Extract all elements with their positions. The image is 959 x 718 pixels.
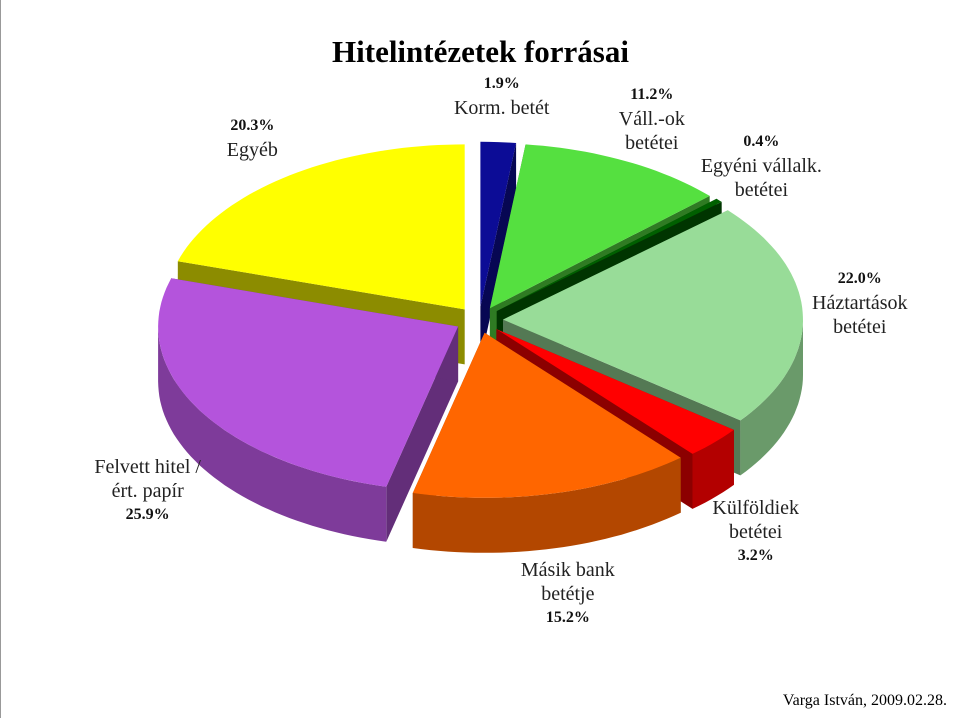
value-label: 0.4%: [743, 133, 780, 150]
slice-label: 20.3% Egyéb: [190, 114, 314, 162]
category-label: Egyéb: [226, 138, 278, 161]
slice: [480, 141, 517, 307]
value-label: 25.9%: [125, 505, 170, 523]
category-label: Korm. betét: [453, 96, 550, 119]
slice-label: 0.4% Egyéni vállalk. betétei: [699, 130, 823, 202]
slice-label: 1.9% Korm. betét: [440, 72, 564, 120]
slice-wall: [692, 429, 734, 509]
author-note: Varga István, 2009.02.28.: [782, 692, 947, 709]
slice-label: 11.2% Váll.-ok betétei: [590, 83, 714, 155]
slice: [177, 144, 465, 310]
value-label: 3.2%: [737, 547, 774, 565]
value-label: 15.2%: [545, 608, 590, 626]
slice-wall: [740, 319, 803, 476]
category-label: Másik bank betétje: [520, 558, 615, 605]
slice-label: Felvett hitel / ért. papír 25.9%: [86, 455, 210, 527]
category-label: Felvett hitel / ért. papír: [94, 455, 201, 502]
slice-side: [480, 143, 517, 362]
category-label: Váll.-ok betétei: [618, 107, 685, 154]
slice-wall: [158, 326, 387, 542]
value-label: 22.0%: [837, 269, 882, 287]
slice-label: Külföldiek betétei 3.2%: [694, 496, 818, 568]
slice: [503, 210, 803, 421]
category-label: Külföldiek betétei: [712, 497, 800, 544]
slice: [412, 332, 681, 498]
value-label: 20.3%: [230, 116, 275, 134]
slice: [489, 144, 710, 309]
slice: [158, 278, 459, 487]
chart-title: Hitelintézetek forrásai: [332, 34, 629, 69]
slice-wall: [412, 457, 681, 553]
value-label: 1.9%: [483, 74, 520, 92]
slice: [496, 329, 734, 454]
category-label: Egyéni vállalk. betétei: [700, 155, 822, 201]
slice-label: Másik bank betétje 15.2%: [506, 558, 630, 630]
slice-label: 22.0% Háztartások betétei: [798, 267, 922, 339]
slice-side: [386, 326, 459, 542]
value-label: 11.2%: [630, 85, 674, 103]
category-label: Háztartások betétei: [812, 291, 908, 338]
slice: [496, 198, 722, 312]
